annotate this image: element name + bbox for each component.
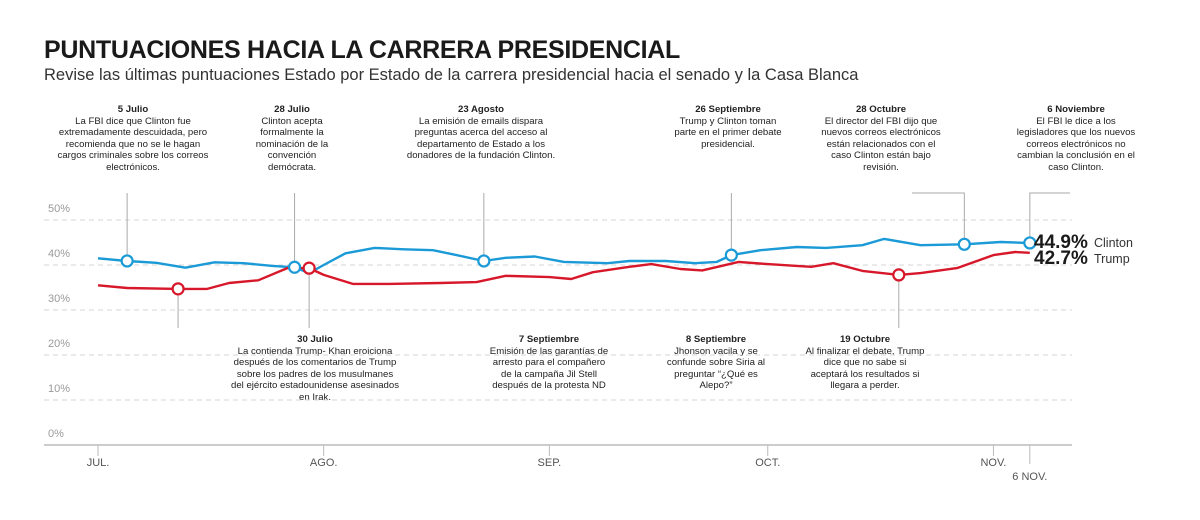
clinton-event-marker (724, 248, 738, 262)
y-tick-label: 10% (48, 383, 70, 395)
annotation-text: La contienda Trump- Khan eroiciona despu… (230, 345, 399, 403)
annotation-7-septiembre: 7 Septiembre Emisión de las garantías de … (489, 334, 609, 392)
annotation-28-octubre: 28 Octubre El director del FBI dijo que n… (817, 104, 945, 174)
annotation-date: 28 Octubre (855, 104, 907, 115)
annotation-5-julio: 5 Julio La FBI dice que Clinton fue extre… (53, 104, 213, 174)
annotation-date: 28 Julio (274, 104, 310, 115)
clinton-series-label: Clinton (1094, 236, 1133, 250)
y-tick-label: 0% (48, 428, 64, 440)
clinton-line (97, 237, 1030, 275)
annotation-text: La FBI dice que Clinton fue extremadamen… (57, 115, 209, 173)
x-tick-label: OCT. (755, 457, 780, 469)
trump-final-value: 42.7% (1034, 248, 1088, 269)
annotation-date: 8 Septiembre (685, 334, 747, 345)
trump-event-marker (302, 261, 316, 275)
annotation-text: Jhonson vacila y se confunde sobre Siria… (666, 345, 766, 392)
y-tick-label: 30% (48, 293, 70, 305)
x-tick-label: AGO. (310, 457, 338, 469)
annotation-text: Emisión de las garantías de arresto para… (489, 345, 609, 392)
annotation-text: Trump y Clinton toman parte en el primer… (674, 115, 782, 150)
leader-line (1029, 192, 1070, 243)
leader-line (912, 192, 965, 245)
trump-event-marker (892, 268, 906, 282)
clinton-final-value: 44.9% (1034, 232, 1088, 253)
annotation-26-septiembre: 26 Septiembre Trump y Clinton toman parte… (673, 104, 783, 150)
annotation-text: El director del FBI dijo que nuevos corr… (821, 115, 941, 173)
clinton-event-marker (1023, 236, 1037, 250)
page-subtitle: Revise las últimas puntuaciones Estado p… (44, 66, 859, 84)
annotation-19-octubre: 19 Octubre Al finalizar el debate, Trump … (805, 334, 925, 392)
clinton-event-marker (120, 254, 134, 268)
y-tick-label: 20% (48, 338, 70, 350)
clinton-event-marker (477, 254, 491, 268)
trump-event-marker (171, 282, 185, 296)
clinton-event-marker (287, 260, 302, 274)
annotation-date: 19 Octubre (839, 334, 891, 345)
page-title: PUNTUACIONES HACIA LA CARRERA PRESIDENCI… (44, 36, 681, 64)
annotation-6-noviembre: 6 Noviembre El FBI le dice a los legislad… (1016, 104, 1136, 174)
clinton-event-marker (957, 237, 971, 251)
trump-series-label: Trump (1094, 252, 1130, 266)
annotation-date: 5 Julio (117, 104, 149, 115)
annotation-text: El FBI le dice a los legisladores que lo… (1016, 115, 1136, 173)
x-tick-label-6-nov: 6 NOV. (1012, 471, 1047, 483)
annotation-date: 6 Noviembre (1047, 104, 1105, 115)
x-tick-label: NOV. (980, 457, 1006, 469)
annotation-date: 23 Agosto (457, 104, 505, 115)
annotation-8-septiembre: 8 Septiembre Jhonson vacila y se confunde… (666, 334, 766, 392)
annotation-23-agosto: 23 Agosto La emisión de emails dispara pr… (401, 104, 561, 162)
y-tick-label: 40% (48, 248, 70, 260)
trump-line (97, 250, 1030, 291)
annotation-text: Clinton acepta formalmente la nominación… (255, 115, 329, 173)
annotation-text: Al finalizar el debate, Trump dice que n… (805, 345, 925, 392)
annotation-date: 30 Julio (297, 334, 333, 345)
annotation-text: La emisión de emails dispara preguntas a… (406, 115, 556, 162)
annotation-30-julio: 30 Julio La contienda Trump- Khan eroicio… (230, 334, 400, 404)
annotation-date: 7 Septiembre (518, 334, 580, 345)
x-tick-label: SEP. (538, 457, 562, 469)
annotation-date: 26 Septiembre (695, 104, 761, 115)
x-tick-label: JUL. (87, 457, 110, 469)
y-tick-label: 50% (48, 203, 70, 215)
annotation-28-julio: 28 Julio Clinton acepta formalmente la no… (251, 104, 333, 174)
